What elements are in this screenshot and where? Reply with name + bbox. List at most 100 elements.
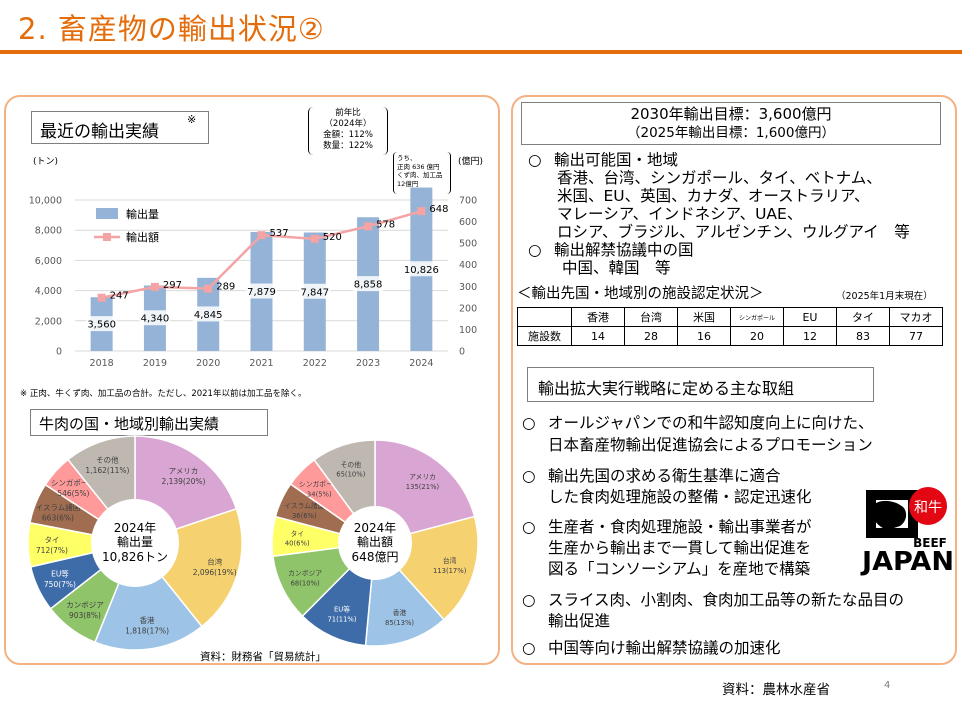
yoy-note: 前年比 （2024年） 金額：112% 数量：122% xyxy=(308,107,388,155)
pie-slice-name: EU等 xyxy=(51,569,69,579)
beef-note-line: うち、 xyxy=(397,154,417,162)
strategy-item: ○ 生産者・食肉処理施設・輸出事業者が xyxy=(522,518,812,537)
facility-table: 香港 台湾 米国 シンガポール EU タイ マカオ 施設数 14 28 16 2… xyxy=(517,307,943,346)
bullet-circle: ○ xyxy=(522,518,536,536)
logo-japan-text: JAPAN xyxy=(860,547,954,577)
line-marker xyxy=(310,234,319,243)
strategy-item: ○ オールジャパンでの和牛認知度向上に向けた、 xyxy=(522,414,874,433)
x-tick: 2023 xyxy=(356,358,380,369)
strategy-line: 図る「コンソーシアム」を産地で構築 xyxy=(548,560,811,578)
x-tick: 2021 xyxy=(249,358,273,369)
negotiating-heading-line: ○ 輸出解禁協議中の国 xyxy=(528,241,694,260)
y-left-unit: (トン) xyxy=(33,157,58,167)
pie-slice-name: シンガポール xyxy=(51,477,96,487)
pie-export-value: アメリカ 135(21%) 台湾 113(17%) 香港 85(13%) EU等71(11%… xyxy=(271,439,479,647)
export-chart: (トン) (億円) 0 2,000 4,000 6,000 8,000 10,000 0 100 2… xyxy=(29,155,483,369)
bar-label-bg xyxy=(299,283,331,299)
pie-center-total: 648億円 xyxy=(352,550,399,564)
facility-value: 16 xyxy=(677,326,731,346)
strategy-line: スライス肉、小割肉、食肉加工品等の新たな品目の xyxy=(548,591,905,609)
pie-slice xyxy=(93,541,203,651)
bar-value-label: 10,826 xyxy=(404,265,439,276)
line-marker xyxy=(257,231,266,240)
facility-col: シンガポール xyxy=(730,307,784,327)
pie-slice-label: 135(21%) xyxy=(406,483,440,491)
pie-slice-name: アメリカ xyxy=(409,473,436,481)
yoy-note-line: 数量：122% xyxy=(323,141,373,151)
pie-slice-label: 712(7%) xyxy=(36,546,68,555)
facility-col: EU xyxy=(783,307,837,327)
y-left-tick: 0 xyxy=(56,347,62,358)
line-value-label: 520 xyxy=(323,232,342,243)
pie-slice-name: その他 xyxy=(96,455,119,465)
yoy-note-line: （2024年） xyxy=(324,119,372,129)
facility-row-label: 施設数 xyxy=(517,326,572,346)
yoy-note-line: 金額：112% xyxy=(323,130,373,140)
y-right-tick: 700 xyxy=(459,196,477,207)
line-value-label: 247 xyxy=(110,291,129,302)
line-value-label: 537 xyxy=(270,228,289,239)
pie-slice-label: 85(13%) xyxy=(385,619,414,627)
line-value-label: 648 xyxy=(429,204,448,215)
y-right-tick: 400 xyxy=(459,260,477,271)
pie-slice-name: イスラム諸国 xyxy=(36,502,81,512)
bullet-circle: ○ xyxy=(522,591,536,609)
strategy-item: ○ 中国等向け輸出解禁協議の加速化 xyxy=(522,639,781,658)
pie-center-hole xyxy=(91,499,179,587)
strategy-heading: 輸出拡大実行戦略に定める主な取組 xyxy=(527,367,874,402)
facility-heading: ＜輸出先国・地域別の施設認定状況＞ xyxy=(517,286,764,302)
bar-label-bg xyxy=(246,283,277,299)
bar-value-label: 3,560 xyxy=(87,320,116,331)
y-left-tick: 10,000 xyxy=(29,196,62,207)
line-marker xyxy=(417,207,426,216)
facility-value: 77 xyxy=(889,326,943,346)
pie-slice-label: 2,139(20%) xyxy=(161,477,205,486)
pie-slice-label: 1,818(17%) xyxy=(125,627,169,636)
facility-corner xyxy=(517,307,572,327)
bar-label-bg xyxy=(192,306,224,322)
pie-slice-label: 2,096(19%) xyxy=(193,568,237,577)
target-box: 2030年輸出目標：3,600億円 （2025年輸出目標：1,600億円） xyxy=(521,102,941,145)
facility-value: 83 xyxy=(836,326,890,346)
pie-slice-name: 香港 xyxy=(393,608,407,617)
facility-value: 14 xyxy=(571,326,625,346)
negotiating-heading: 輸出解禁協議中の国 xyxy=(554,241,694,259)
facility-value: 28 xyxy=(624,326,678,346)
strategy-heading-text: 輸出拡大実行戦略に定める主な取組 xyxy=(538,379,795,398)
pie-slice-label: 750(7%) xyxy=(44,580,76,589)
export-chart-heading-mark: ※ xyxy=(187,113,197,126)
strategy-line: 輸出促進 xyxy=(548,612,611,630)
pie-center-year: 2024年 xyxy=(114,521,157,535)
pie-slice-name: その他 xyxy=(341,460,362,469)
y-right-unit: (億円) xyxy=(458,155,483,167)
x-tick: 2020 xyxy=(196,358,220,369)
pie-slice-label: 546(5%) xyxy=(57,489,89,498)
facility-header-row: 香港 台湾 米国 シンガポール EU タイ マカオ xyxy=(517,307,943,327)
pie-slice-name: カンボジア xyxy=(288,570,322,578)
page-number: 4 xyxy=(884,680,891,691)
strategy-line: 中国等向け輸出解禁協議の加速化 xyxy=(548,639,781,657)
export-footnote: ※ 正肉、牛くず肉、加工品の合計。ただし、2021年以前は加工品を除く。 xyxy=(20,389,307,399)
beef-note-line: 正肉 636 億円 xyxy=(397,162,440,171)
pie-heading: 牛肉の国・地域別輸出実績 xyxy=(30,409,268,436)
pie-slice-name: EU等 xyxy=(334,605,350,614)
possible-line: 香港、台湾、シンガポール、タイ、ベトナム、 xyxy=(557,169,882,187)
strategy-item: ○ 輸出先国の求める衛生基準に適合 xyxy=(522,467,781,486)
pie-slice-name: 香港 xyxy=(140,615,155,625)
source-note: 資料：農林水産省 xyxy=(722,682,830,698)
pie-slice-label: 1,162(11%) xyxy=(85,466,129,475)
slide-title: 2. 畜産物の輸出状況② xyxy=(18,12,325,46)
bar-value-label: 7,847 xyxy=(300,287,329,298)
pie-slice-label: 903(8%) xyxy=(69,611,101,620)
pies-source: 資料：財務省「貿易統計」 xyxy=(200,651,326,663)
bullet-circle: ○ xyxy=(522,639,536,657)
line-marker xyxy=(204,284,213,293)
facility-col: タイ xyxy=(836,307,890,327)
strategy-line: オールジャパンでの和牛認知度向上に向けた、 xyxy=(548,414,874,432)
possible-heading: 輸出可能国・地域 xyxy=(554,151,679,169)
possible-line: ロシア、ブラジル、アルゼンチン、ウルグアイ 等 xyxy=(557,223,910,241)
facility-value: 12 xyxy=(783,326,837,346)
pie-slice-label: 40(6%) xyxy=(285,540,310,548)
y-right-tick: 0 xyxy=(459,347,465,358)
y-right-tick: 200 xyxy=(459,303,477,314)
